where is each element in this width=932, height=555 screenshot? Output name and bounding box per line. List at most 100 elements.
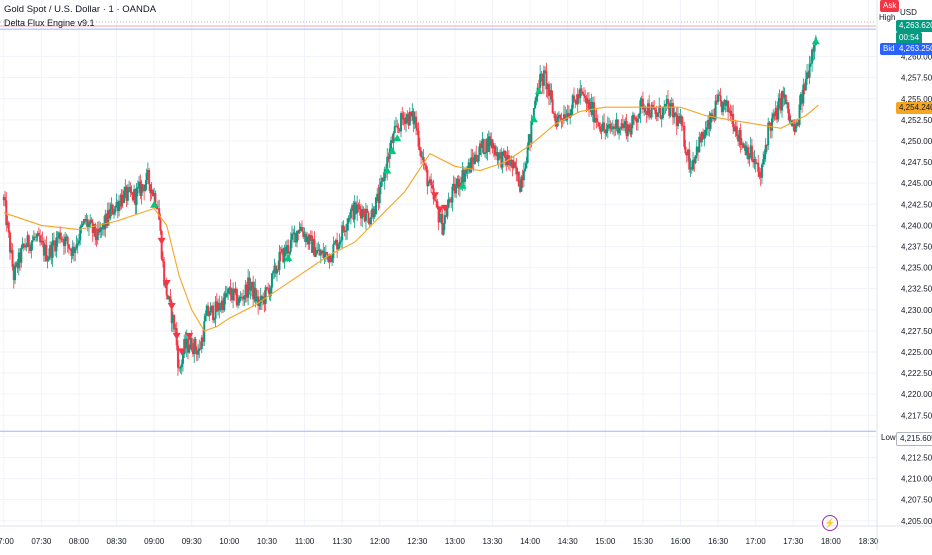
candle-body — [654, 109, 657, 115]
buy-signal-triangle — [150, 200, 159, 208]
candle-body — [362, 209, 365, 216]
candle-body — [443, 215, 446, 224]
candle-body — [407, 114, 410, 126]
candle-body — [734, 126, 737, 132]
candle-body — [511, 159, 514, 169]
candle-body — [579, 88, 582, 99]
candle-body — [56, 237, 59, 239]
time-tick-label: 12:30 — [407, 537, 428, 546]
candle-body — [428, 179, 431, 184]
candle-body — [104, 214, 107, 230]
candle-body — [744, 145, 747, 156]
candle-body — [560, 118, 563, 120]
buy-signal-triangle — [529, 115, 538, 123]
time-tick-label: 07:00 — [0, 537, 14, 546]
candle-body — [103, 223, 106, 230]
time-tick-label: 10:30 — [257, 537, 278, 546]
candle-body — [379, 181, 382, 188]
price-tick-label: 4,232.500 — [901, 285, 932, 294]
candle-body — [707, 120, 710, 128]
candle-body — [331, 258, 334, 263]
candle-body — [433, 199, 436, 201]
candle-body — [481, 138, 484, 148]
candle-body — [374, 197, 377, 215]
candle-body — [525, 163, 528, 169]
candle-body — [5, 200, 8, 226]
candle-body — [658, 106, 661, 113]
time-tick-label: 16:30 — [708, 537, 729, 546]
candle-body — [258, 303, 261, 306]
time-tick-label: 17:00 — [746, 537, 767, 546]
candle-body — [397, 127, 400, 129]
candle-body — [635, 119, 638, 123]
candle-body — [782, 91, 785, 98]
candle-body — [769, 125, 772, 131]
candle-body — [218, 302, 221, 310]
candle-body — [723, 100, 726, 103]
time-tick-label: 09:00 — [144, 537, 165, 546]
candle-body — [772, 113, 775, 119]
candle-body — [108, 210, 111, 219]
candle-body — [311, 235, 314, 253]
currency-label[interactable]: USD — [900, 8, 917, 17]
candle-body — [138, 181, 141, 188]
candle-body — [557, 114, 560, 117]
candle-body — [6, 222, 9, 226]
candle-body — [456, 178, 459, 187]
candle-body — [277, 269, 280, 270]
time-tick-label: 08:00 — [69, 537, 90, 546]
candle-body — [294, 232, 297, 243]
candle-body — [760, 164, 763, 178]
time-tick-label: 11:30 — [332, 537, 352, 546]
candle-body — [166, 295, 169, 300]
buy-signal-triangle — [388, 146, 397, 154]
candle-body — [545, 71, 548, 90]
candle-body — [304, 233, 307, 242]
candle-body — [584, 95, 587, 99]
candle-body — [46, 259, 49, 261]
candle-body — [205, 305, 208, 316]
candle-body — [95, 236, 98, 241]
candle-body — [37, 232, 40, 236]
candle-body — [145, 172, 148, 185]
candle-body — [492, 145, 495, 149]
candle-body — [119, 200, 122, 207]
candle-body — [786, 102, 789, 105]
candle-body — [606, 124, 609, 129]
candle-body — [646, 103, 649, 115]
candle-body — [811, 49, 814, 64]
candle-body — [377, 193, 380, 204]
candle-body — [630, 124, 633, 135]
candle-body — [313, 239, 316, 257]
candle-body — [299, 227, 302, 230]
candle-body — [324, 252, 327, 254]
candle-body — [180, 363, 183, 368]
candle-body — [743, 145, 746, 148]
candle-body — [193, 338, 196, 355]
candle-body — [160, 230, 163, 259]
candle-body — [49, 245, 52, 257]
price-tick-label: 4,240.000 — [901, 221, 932, 230]
candle-body — [705, 127, 708, 130]
candle-body — [656, 112, 659, 117]
candle-body — [450, 200, 453, 203]
candle-body — [624, 121, 627, 125]
candle-body — [524, 168, 527, 172]
candle-body — [382, 177, 385, 182]
lightning-icon[interactable]: ⚡ — [822, 515, 838, 531]
candle-body — [168, 296, 171, 300]
candle-body — [332, 244, 335, 259]
candle-body — [181, 354, 184, 364]
candle-body — [262, 296, 265, 301]
candle-body — [228, 287, 231, 289]
candle-body — [715, 100, 718, 103]
time-tick-label: 08:30 — [107, 537, 128, 546]
price-tick-label: 4,252.500 — [901, 116, 932, 125]
candle-body — [186, 338, 189, 353]
candle-body — [497, 152, 500, 161]
candle-body — [588, 99, 591, 111]
candle-body — [326, 252, 329, 255]
candle-body — [354, 202, 357, 214]
